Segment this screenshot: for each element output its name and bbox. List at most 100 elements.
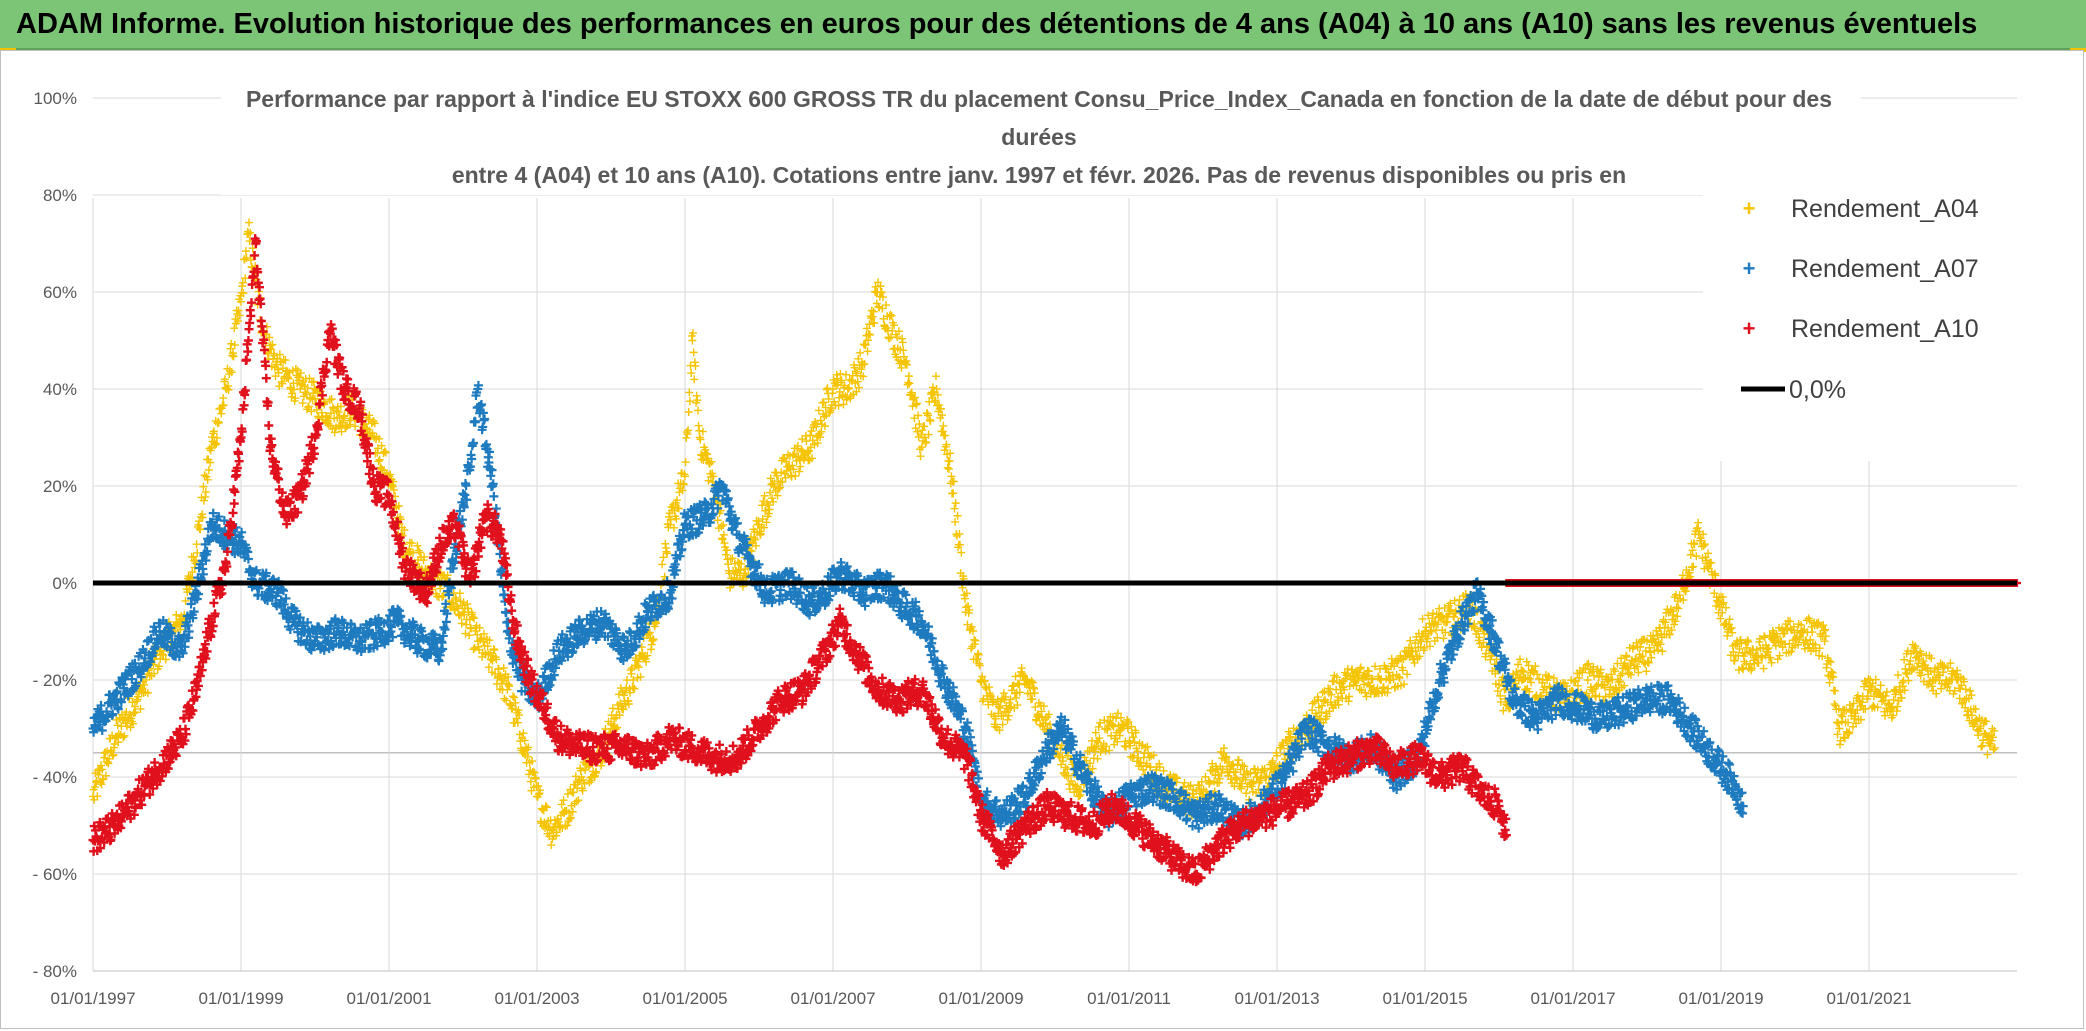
scatter-point bbox=[947, 472, 956, 481]
x-tick-label: 01/01/2011 bbox=[1087, 989, 1171, 1008]
scatter-point bbox=[394, 501, 403, 510]
y-tick-label: - 80% bbox=[33, 962, 77, 981]
scatter-point bbox=[227, 339, 236, 348]
scatter-point bbox=[234, 306, 243, 315]
scatter-point bbox=[150, 669, 159, 678]
y-tick-label: 60% bbox=[43, 283, 77, 302]
scatter-point bbox=[214, 418, 223, 427]
scatter-point bbox=[248, 244, 257, 253]
scatter-point bbox=[336, 402, 345, 411]
scatter-point bbox=[578, 786, 587, 795]
scatter-point bbox=[370, 419, 379, 428]
scatter-point bbox=[484, 650, 493, 659]
x-tick-label: 01/01/2015 bbox=[1382, 989, 1467, 1008]
scatter-point bbox=[630, 684, 639, 693]
scatter-point bbox=[119, 733, 128, 742]
scatter-point bbox=[500, 694, 509, 703]
x-tick-label: 01/01/2001 bbox=[346, 989, 431, 1008]
scatter-point bbox=[120, 731, 129, 740]
scatter-point bbox=[483, 642, 492, 651]
scatter-point bbox=[304, 402, 313, 411]
scatter-point bbox=[158, 650, 167, 659]
scatter-point bbox=[246, 256, 255, 265]
scatter-point bbox=[624, 700, 633, 709]
scatter-point bbox=[490, 646, 499, 655]
scatter-point bbox=[195, 517, 204, 526]
scatter-point bbox=[513, 718, 522, 727]
y-tick-label: 40% bbox=[43, 380, 77, 399]
scatter-point bbox=[1820, 637, 1829, 646]
scatter-point bbox=[541, 802, 550, 811]
scatter-point bbox=[114, 729, 123, 738]
scatter-point bbox=[281, 356, 290, 365]
scatter-point bbox=[559, 796, 568, 805]
scatter-point bbox=[511, 698, 520, 707]
scatter-point bbox=[230, 341, 239, 350]
scatter-point bbox=[296, 369, 305, 378]
scatter-point bbox=[380, 447, 389, 456]
scatter-point bbox=[235, 311, 244, 320]
scatter-point bbox=[265, 333, 274, 342]
scatter-point bbox=[245, 218, 254, 227]
y-tick-label: 0% bbox=[52, 574, 77, 593]
scatter-point bbox=[330, 414, 339, 423]
scatter-point bbox=[337, 427, 346, 436]
scatter-point bbox=[377, 441, 386, 450]
scatter-point bbox=[443, 571, 452, 580]
scatter-point bbox=[188, 568, 197, 577]
scatter-point bbox=[568, 807, 577, 816]
scatter-point bbox=[218, 401, 227, 410]
scatter-point bbox=[203, 475, 212, 484]
scatter-point bbox=[181, 596, 190, 605]
scatter-point bbox=[128, 698, 137, 707]
scatter-point bbox=[242, 253, 251, 262]
scatter-point bbox=[585, 778, 594, 787]
scatter-point bbox=[470, 614, 479, 623]
scatter-point bbox=[459, 598, 468, 607]
scatter-point bbox=[597, 761, 606, 770]
scatter-point bbox=[230, 324, 239, 333]
scatter-point bbox=[628, 683, 637, 692]
scatter-point bbox=[579, 775, 588, 784]
scatter-point bbox=[569, 788, 578, 797]
scatter-point bbox=[524, 743, 533, 752]
x-tick-label: 01/01/2021 bbox=[1826, 989, 1911, 1008]
scatter-point bbox=[563, 789, 572, 798]
performance-chart: 100%80%60%40%20%0%- 20%- 40%- 60%- 80% 0… bbox=[1, 51, 2083, 1028]
scatter-point bbox=[375, 455, 384, 464]
scatter-point bbox=[452, 595, 461, 604]
scatter-point bbox=[457, 619, 466, 628]
scatter-point bbox=[436, 584, 445, 593]
scatter-point bbox=[519, 729, 528, 738]
scatter-point bbox=[154, 662, 163, 671]
scatter-point bbox=[576, 766, 585, 775]
scatter-point bbox=[1672, 603, 1681, 612]
scatter-point bbox=[601, 724, 610, 733]
x-tick-label: 01/01/2017 bbox=[1530, 989, 1615, 1008]
scatter-point bbox=[563, 821, 572, 830]
scatter-point bbox=[499, 664, 508, 673]
scatter-point bbox=[455, 589, 464, 598]
x-tick-label: 01/01/2009 bbox=[938, 989, 1023, 1008]
x-tick-label: 01/01/2013 bbox=[1234, 989, 1319, 1008]
scatter-point bbox=[229, 352, 238, 361]
scatter-point bbox=[400, 526, 409, 535]
y-tick-label: 20% bbox=[43, 477, 77, 496]
scatter-point bbox=[1650, 646, 1659, 655]
scatter-point bbox=[381, 448, 390, 457]
scatter-point bbox=[159, 651, 168, 660]
scatter-point bbox=[134, 692, 143, 701]
scatter-point bbox=[306, 393, 315, 402]
scatter-point bbox=[566, 813, 575, 822]
scatter-point bbox=[438, 592, 447, 601]
scatter-point bbox=[198, 513, 207, 522]
scatter-point bbox=[136, 704, 145, 713]
scatter-point bbox=[307, 378, 316, 387]
x-tick-label: 01/01/2005 bbox=[642, 989, 727, 1008]
scatter-point bbox=[109, 750, 118, 759]
scatter-point bbox=[241, 274, 250, 283]
x-axis-labels: 01/01/1997 01/01/1999 01/01/2001 01/01/2003… bbox=[50, 989, 1911, 1008]
scatter-point bbox=[520, 736, 529, 745]
scatter-point bbox=[204, 465, 213, 474]
scatter-point bbox=[473, 630, 482, 639]
